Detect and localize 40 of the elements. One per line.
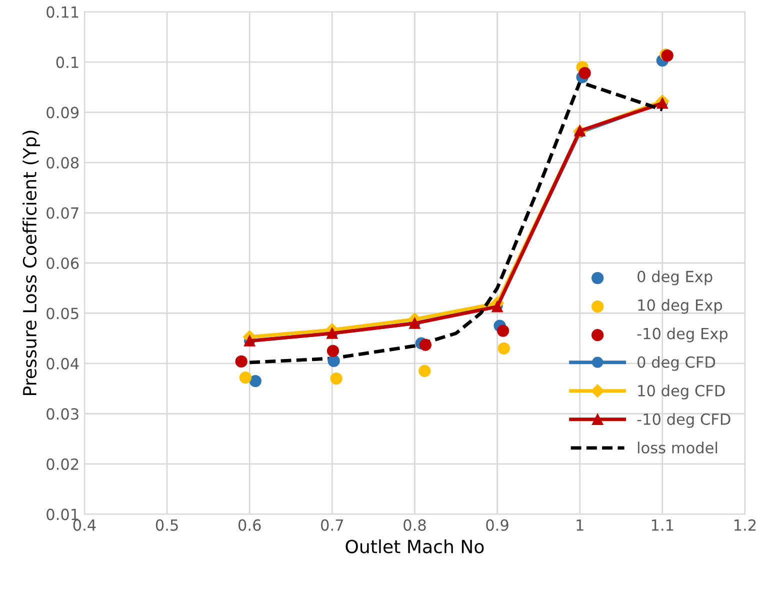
- y-tick-label: 0.03: [46, 408, 78, 420]
- legend-label: 10 deg CFD: [638, 384, 725, 400]
- y-tick-label: 0.05: [46, 308, 78, 320]
- point: [330, 372, 342, 385]
- x-tick-label: 1: [576, 520, 584, 531]
- x-tick-label: 0.9: [486, 519, 508, 531]
- point: [418, 364, 431, 378]
- point: [578, 67, 591, 80]
- legend-label: 0 deg Exp: [638, 270, 712, 286]
- x-tick-label: 0.4: [73, 519, 96, 531]
- legend-label: loss model: [638, 442, 718, 454]
- y-tick-label: 0.04: [46, 358, 79, 370]
- point: [239, 371, 252, 384]
- legend-label: -10 deg Exp: [637, 328, 728, 342]
- y-tick-label: 0.08: [46, 156, 79, 169]
- point: [498, 342, 510, 354]
- legend-label: 0 deg CFD: [638, 356, 716, 371]
- point: [328, 354, 340, 368]
- point: [496, 324, 510, 337]
- x-tick-label: 0.7: [321, 519, 344, 531]
- x-tick-label: 0.8: [404, 519, 426, 531]
- point: [249, 374, 262, 388]
- y-tick-label: 0.07: [46, 207, 78, 219]
- y-tick-label: 0.02: [46, 458, 78, 470]
- point: [235, 355, 248, 368]
- x-axis-title: Outlet Mach No: [346, 539, 484, 554]
- x-tick-label: 1.2: [734, 519, 756, 531]
- x-tick-label: 1.1: [652, 520, 674, 531]
- y-tick-label: 0.06: [46, 257, 79, 270]
- y-axis-title: Pressure Loss Coefficient (Yp): [22, 130, 40, 395]
- y-tick-label: 0.09: [46, 106, 79, 118]
- y-tick-label: 0.01: [46, 508, 78, 520]
- point: [419, 338, 432, 351]
- legend-label: -10 deg CFD: [637, 413, 730, 428]
- point: [326, 344, 340, 357]
- x-tick-label: 0.5: [156, 519, 178, 531]
- y-tick-label: 0.11: [46, 6, 78, 18]
- y-tick-label: 0.1: [56, 56, 78, 68]
- legend-label: 10 deg Exp: [638, 299, 722, 314]
- x-tick-label: 0.6: [238, 519, 261, 531]
